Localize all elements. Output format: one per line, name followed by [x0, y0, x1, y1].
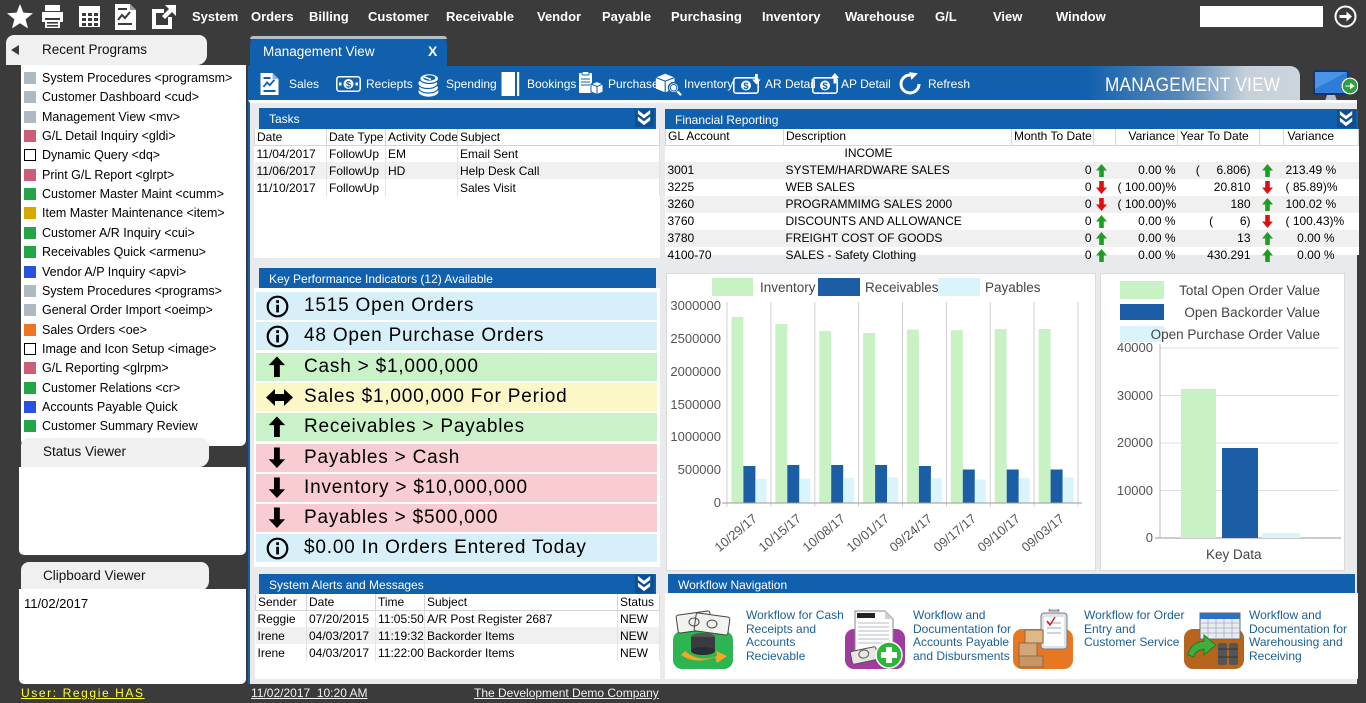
- svg-text:30000: 30000: [1117, 388, 1153, 403]
- svg-text:10/08/17: 10/08/17: [800, 511, 848, 555]
- svg-text:2000000: 2000000: [670, 364, 721, 379]
- svg-text:20000: 20000: [1117, 435, 1153, 450]
- svg-text:500000: 500000: [678, 462, 721, 477]
- svg-text:1500000: 1500000: [670, 397, 721, 412]
- svg-text:10/29/17: 10/29/17: [712, 511, 760, 555]
- svg-text:$: $: [743, 81, 749, 92]
- svg-text:Key Data: Key Data: [1206, 547, 1262, 562]
- svg-text:1000000: 1000000: [670, 429, 721, 444]
- svg-text:Payables: Payables: [985, 280, 1041, 295]
- svg-text:2500000: 2500000: [670, 331, 721, 346]
- svg-text:$: $: [822, 81, 828, 92]
- svg-text:10/01/17: 10/01/17: [844, 511, 892, 555]
- svg-text:09/24/17: 09/24/17: [887, 511, 935, 555]
- svg-text:0: 0: [1146, 530, 1153, 545]
- svg-text:0: 0: [714, 495, 721, 510]
- svg-text:10000: 10000: [1117, 483, 1153, 498]
- svg-text:Open Purchase Order Value: Open Purchase Order Value: [1151, 327, 1320, 342]
- svg-text:Receivables: Receivables: [865, 280, 939, 295]
- svg-text:09/10/17: 09/10/17: [975, 511, 1023, 555]
- svg-text:09/03/17: 09/03/17: [1019, 511, 1067, 555]
- svg-text:Open Backorder Value: Open Backorder Value: [1184, 305, 1320, 320]
- svg-text:Inventory: Inventory: [760, 280, 816, 295]
- svg-text:40000: 40000: [1117, 340, 1153, 355]
- svg-text:Total Open Order Value: Total Open Order Value: [1179, 283, 1320, 298]
- svg-text:3000000: 3000000: [670, 298, 721, 313]
- svg-text:10/15/17: 10/15/17: [756, 511, 804, 555]
- svg-text:09/17/17: 09/17/17: [931, 511, 979, 555]
- svg-text:$: $: [346, 80, 352, 91]
